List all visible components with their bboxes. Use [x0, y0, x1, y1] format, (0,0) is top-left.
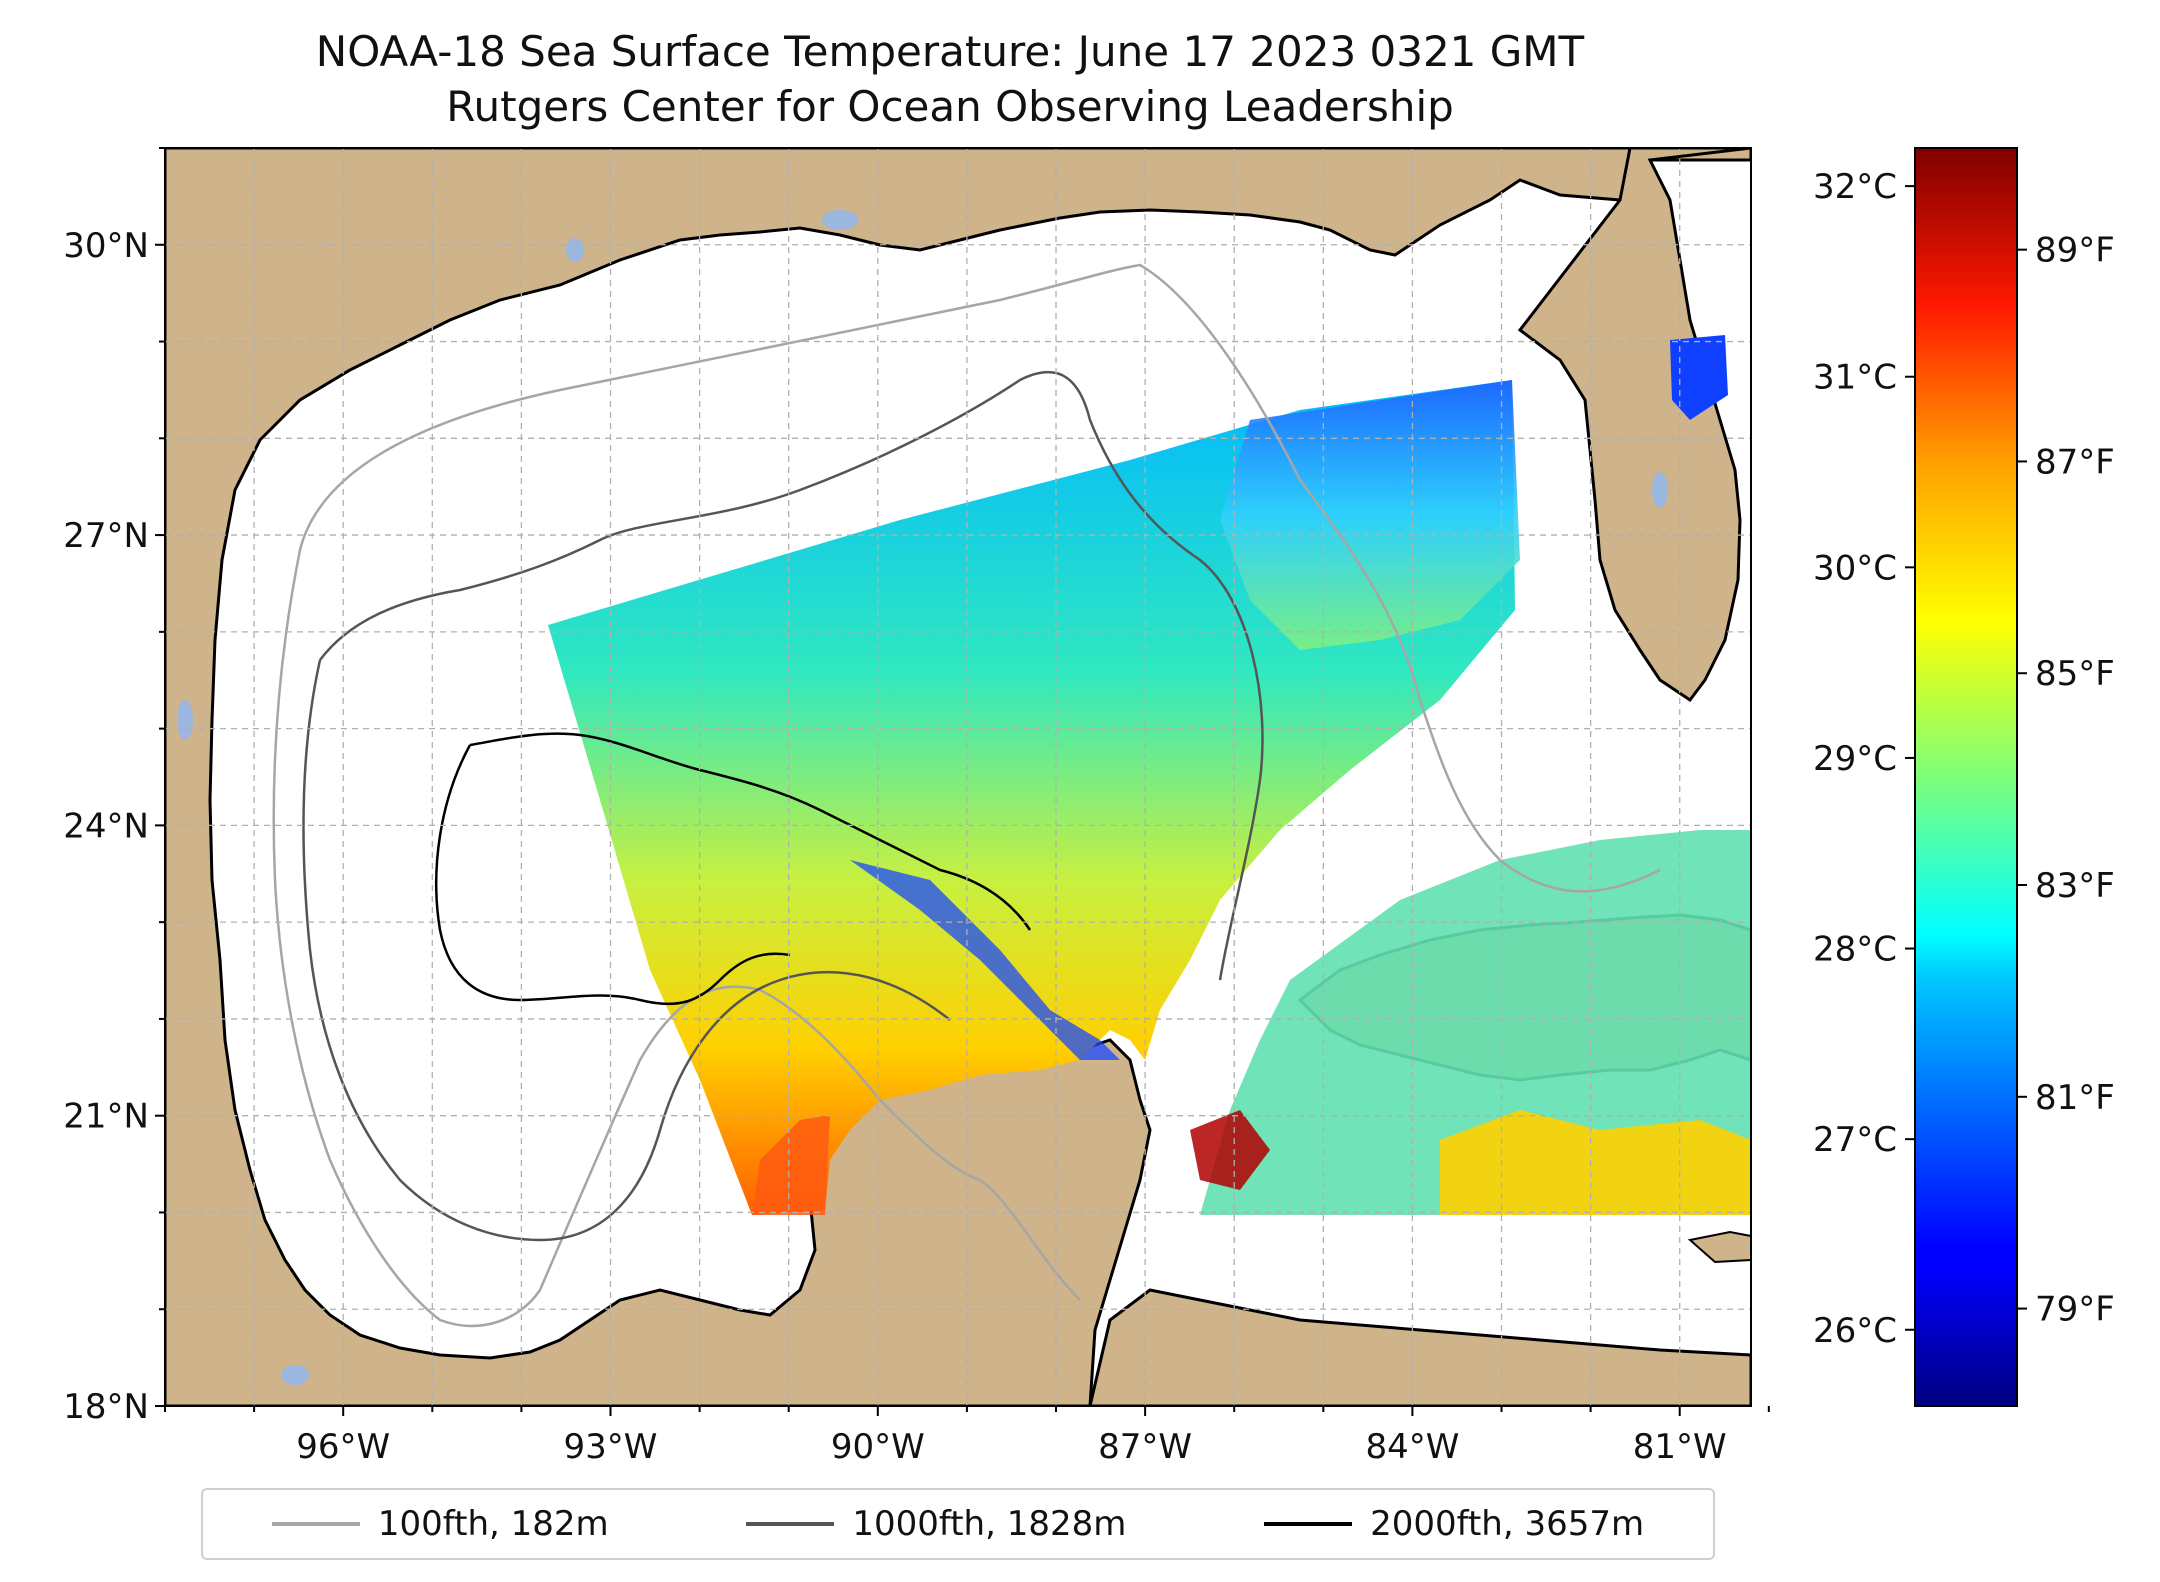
colorbar-celsius-label: 29°C — [1813, 739, 1897, 779]
sst-florida-patch — [1670, 335, 1728, 420]
sst-yucatan-hot — [1190, 1110, 1270, 1190]
lakes-layer — [177, 210, 1668, 1385]
contour-2000fth — [435, 732, 1032, 1006]
legend-label: 1000fth, 1828m — [852, 1504, 1127, 1544]
florida-peninsula-land — [1517, 148, 1751, 703]
lat-tick-label: 18°N — [63, 1387, 149, 1427]
lon-tick-label: 87°W — [1098, 1427, 1192, 1467]
lon-tick-label: 96°W — [296, 1427, 390, 1467]
legend-line-swatch — [271, 1522, 360, 1526]
lake — [1652, 472, 1668, 508]
colorbar-fahrenheit-label: 85°F — [2035, 654, 2115, 694]
map-frame — [164, 147, 1752, 1407]
lon-tick-label: 84°W — [1365, 1427, 1459, 1467]
sst-cool-band — [850, 860, 1120, 1060]
longitude-ticks: 96°W 93°W 90°W 87°W 84°W 81°W — [164, 1406, 1770, 1467]
colorbar-celsius-label: 27°C — [1813, 1120, 1897, 1160]
latitude-ticks: 30°N 27°N 24°N 21°N 18°N — [63, 147, 165, 1427]
lat-tick-label: 30°N — [63, 226, 149, 266]
lake — [566, 238, 584, 262]
colorbar-celsius-label: 30°C — [1813, 548, 1897, 588]
colorbar — [1914, 147, 2018, 1407]
colorbar-celsius-ticks: 32°C 31°C 30°C 29°C 28°C 27°C 26°C — [1813, 167, 1915, 1351]
lon-tick-label: 90°W — [831, 1427, 925, 1467]
map-gridlines — [165, 148, 1751, 1406]
colorbar-fahrenheit-label: 89°F — [2035, 231, 2115, 271]
figure-title: NOAA-18 Sea Surface Temperature: June 17… — [315, 27, 1585, 76]
island-land — [1687, 1230, 1751, 1264]
lon-tick-label: 81°W — [1633, 1427, 1727, 1467]
sst-north-cool — [1220, 380, 1520, 650]
colorbar-fahrenheit-label: 87°F — [2035, 442, 2115, 482]
colorbar-fahrenheit-label: 81°F — [2035, 1078, 2115, 1118]
lat-tick-label: 21°N — [63, 1097, 149, 1137]
colorbar-celsius-label: 31°C — [1813, 358, 1897, 398]
central-america-land — [1088, 1288, 1751, 1406]
lat-tick-label: 27°N — [63, 516, 149, 556]
colorbar-fahrenheit-label: 83°F — [2035, 866, 2115, 906]
colorbar-celsius-label: 28°C — [1813, 930, 1897, 970]
sst-keys-warm — [1440, 1110, 1751, 1215]
contour-100fth — [272, 263, 1661, 1328]
legend-entry-1000fth: 1000fth, 1828m — [746, 1504, 1126, 1544]
legend-line-swatch — [1264, 1522, 1353, 1526]
sst-east-swath — [1200, 830, 1751, 1215]
colorbar-fahrenheit-label: 79°F — [2035, 1290, 2115, 1330]
colorbar-celsius-label: 26°C — [1813, 1311, 1897, 1351]
lake — [281, 1365, 309, 1385]
lat-tick-label: 24°N — [63, 806, 149, 846]
legend-entry-100fth: 100fth, 182m — [271, 1504, 609, 1544]
sst-swath — [548, 335, 1751, 1215]
legend-label: 2000fth, 3657m — [1370, 1504, 1645, 1544]
figure-subtitle: Rutgers Center for Ocean Observing Leade… — [446, 82, 1454, 131]
contour-legend: 100fth, 182m 1000fth, 1828m 2000fth, 365… — [201, 1488, 1715, 1560]
map-content — [165, 148, 1751, 1406]
sst-warm-south — [752, 1115, 830, 1215]
colorbar-celsius-label: 32°C — [1813, 167, 1897, 207]
colorbar-fahrenheit-ticks: 89°F 87°F 85°F 83°F 81°F 79°F — [2017, 231, 2115, 1330]
lake — [177, 700, 193, 740]
legend-label: 100fth, 182m — [377, 1504, 609, 1544]
contour-1000fth — [302, 370, 1264, 1242]
lake — [822, 210, 858, 230]
bathymetry-contours — [272, 263, 1661, 1328]
lon-tick-label: 93°W — [564, 1427, 658, 1467]
legend-line-swatch — [746, 1522, 835, 1526]
legend-entry-2000fth: 2000fth, 3657m — [1264, 1504, 1644, 1544]
